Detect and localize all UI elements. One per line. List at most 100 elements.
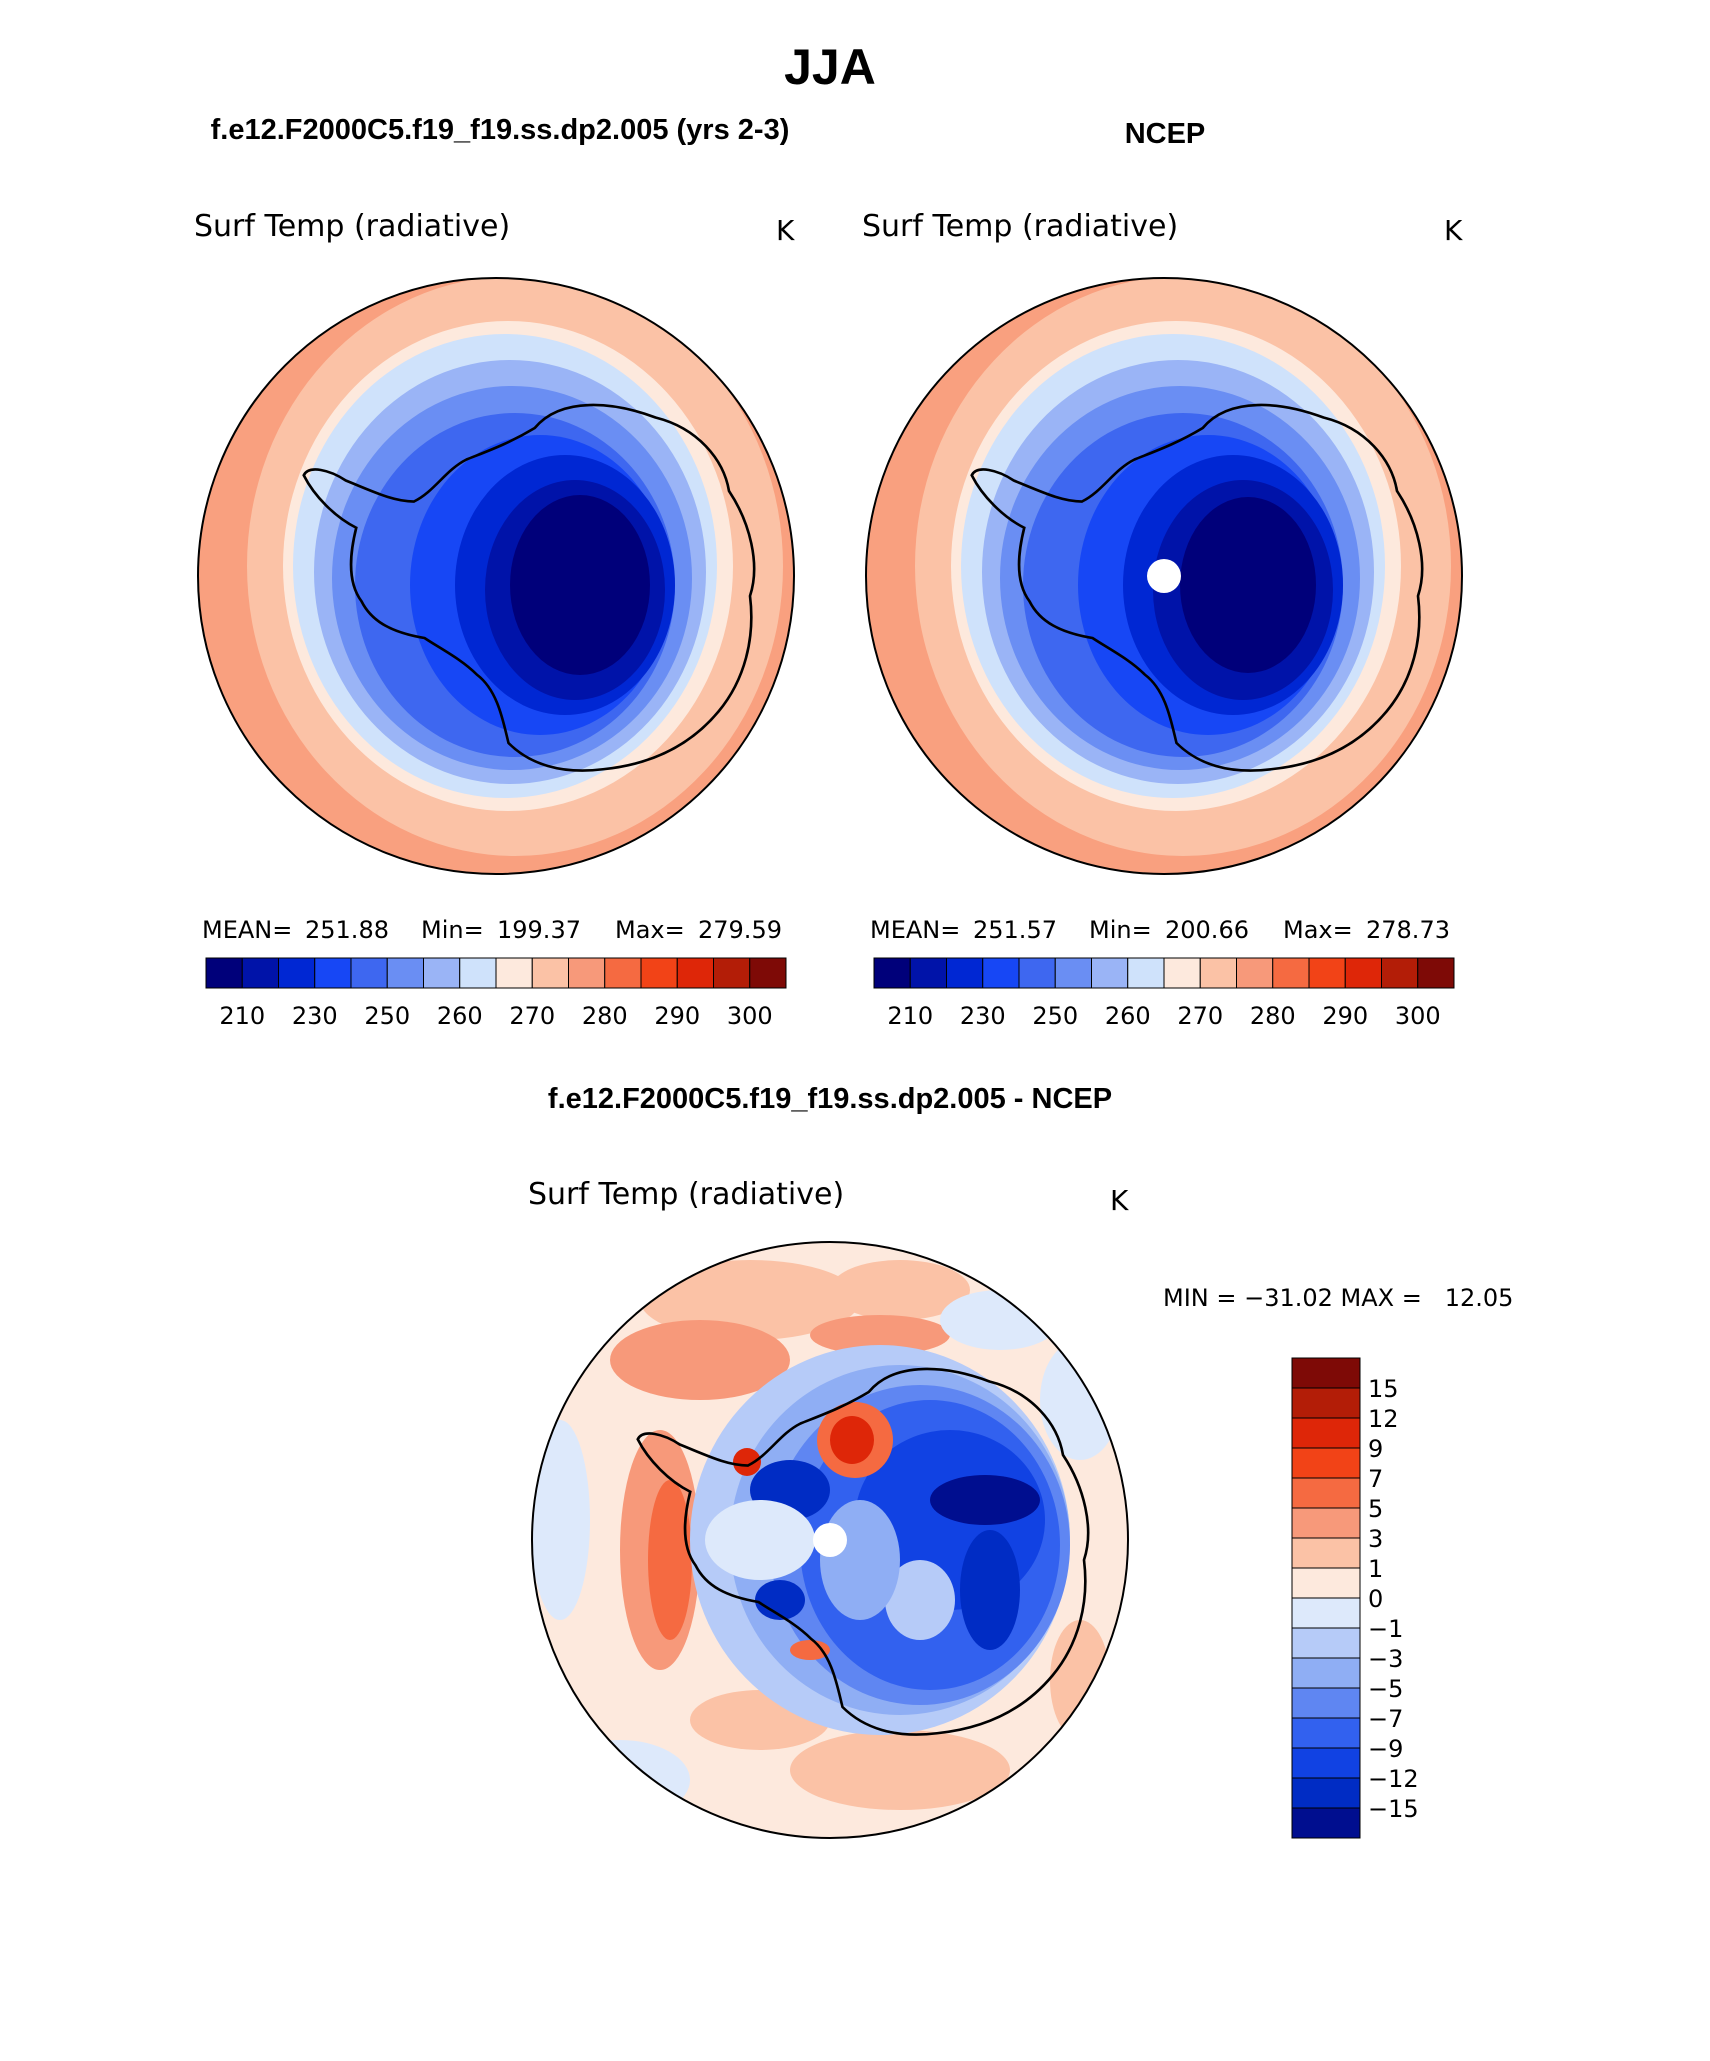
diff-colorbar-tick-label: −9: [1368, 1735, 1403, 1763]
model-colorbar-swatch: [568, 957, 606, 989]
obs-colorbar-swatch: [982, 957, 1020, 989]
diff-colorbar-tick-label: −5: [1368, 1675, 1403, 1703]
obs-colorbar-tick-label: 250: [1032, 1002, 1078, 1030]
diff-colorbar-swatch: [1291, 1597, 1361, 1629]
diff-colorbar-tick-label: −1: [1368, 1615, 1403, 1643]
diff-pole-hole: [813, 1523, 847, 1557]
diff-colorbar-swatch: [1291, 1747, 1361, 1779]
obs-colorbar-swatch: [873, 957, 911, 989]
obs-colorbar-swatch: [1381, 957, 1419, 989]
model-colorbar-swatch: [713, 957, 751, 989]
obs-colorbar-swatch: [1308, 957, 1346, 989]
diff-colorbar-tick-label: 12: [1368, 1405, 1399, 1433]
obs-colorbar-tick-label: 280: [1250, 1002, 1296, 1030]
obs-colorbar-swatch: [1163, 957, 1201, 989]
diff-variable-label: Surf Temp (radiative): [528, 1177, 844, 1212]
diff-units-label: K: [1110, 1184, 1129, 1217]
model-colorbar-tick-label: 230: [292, 1002, 338, 1030]
model-min-label: Min=: [421, 916, 484, 944]
obs-colorbar-tick-label: 210: [887, 1002, 933, 1030]
model-colorbar-swatch: [676, 957, 714, 989]
model-colorbar-swatch: [459, 957, 497, 989]
obs-colorbar-tick-label: 290: [1322, 1002, 1368, 1030]
diff-colorbar-swatch: [1291, 1717, 1361, 1749]
model-colorbar-swatch: [241, 957, 279, 989]
diff-colorbar-swatch: [1291, 1627, 1361, 1659]
model-panel: Surf Temp (radiative) K MEAN= 251.88 Min…: [194, 209, 795, 1030]
diff-colorbar-swatch: [1291, 1417, 1361, 1449]
model-colorbar-swatch: [350, 957, 388, 989]
model-colorbar: 210 230 250 260 270 280 290 300: [205, 957, 787, 1030]
diff-colorbar-swatch: [1291, 1387, 1361, 1419]
model-map-border: [197, 277, 795, 875]
obs-colorbar-swatch: [1272, 957, 1310, 989]
diff-colorbar-swatch: [1291, 1567, 1361, 1599]
obs-colorbar-tick-label: 300: [1395, 1002, 1441, 1030]
obs-map: [866, 278, 1462, 874]
diff-panel: f.e12.F2000C5.f19_f19.ss.dp2.005 - NCEP …: [528, 1083, 1513, 1839]
diff-colorbar-tick-label: 0: [1368, 1585, 1383, 1613]
diff-colorbar-tick-label: 3: [1368, 1525, 1383, 1553]
model-colorbar-tick-label: 290: [654, 1002, 700, 1030]
model-colorbar-tick-label: 210: [219, 1002, 265, 1030]
diff-colorbar-tick-label: 9: [1368, 1435, 1383, 1463]
model-colorbar-swatch: [495, 957, 533, 989]
model-colorbar-tick-label: 280: [582, 1002, 628, 1030]
model-colorbar-swatch: [386, 957, 424, 989]
diff-colorbar-swatch: [1291, 1777, 1361, 1809]
model-colorbar-swatch: [604, 957, 642, 989]
figure-title: JJA: [784, 39, 876, 95]
model-colorbar-swatch: [314, 957, 352, 989]
obs-colorbar-swatch: [909, 957, 947, 989]
diff-colorbar-swatch: [1291, 1537, 1361, 1569]
obs-units-label: K: [1444, 214, 1463, 247]
obs-mean-value: 251.57: [973, 916, 1057, 944]
model-colorbar-swatch: [531, 957, 569, 989]
model-mean-label: MEAN=: [202, 916, 292, 944]
obs-colorbar-swatch: [1091, 957, 1129, 989]
model-colorbar-tick-label: 300: [727, 1002, 773, 1030]
obs-colorbar-tick-label: 260: [1105, 1002, 1151, 1030]
diff-colorbar-swatch: [1291, 1687, 1361, 1719]
diff-colorbar-tick-label: 15: [1368, 1375, 1399, 1403]
model-max-label: Max=: [615, 916, 685, 944]
model-colorbar-tick-label: 260: [437, 1002, 483, 1030]
obs-colorbar-swatch: [946, 957, 984, 989]
diff-colorbar-swatch: [1291, 1357, 1361, 1389]
obs-panel: Surf Temp (radiative) K MEAN= 251.57 Min…: [862, 209, 1463, 1030]
obs-colorbar: 210 230 250 260 270 280 290 300: [873, 957, 1455, 1030]
model-colorbar-tick-label: 250: [364, 1002, 410, 1030]
diff-minmax-label: MIN = −31.02 MAX = 12.05: [1163, 1284, 1513, 1312]
obs-colorbar-swatch: [1417, 957, 1455, 989]
model-variable-label: Surf Temp (radiative): [194, 209, 510, 244]
model-mean-value: 251.88: [305, 916, 389, 944]
model-max-value: 279.59: [698, 916, 782, 944]
model-min-value: 199.37: [497, 916, 581, 944]
diff-colorbar-swatch: [1291, 1657, 1361, 1689]
obs-min-value: 200.66: [1165, 916, 1249, 944]
obs-max-value: 278.73: [1366, 916, 1450, 944]
diff-colorbar-swatch: [1291, 1807, 1361, 1839]
model-colorbar-swatch: [278, 957, 316, 989]
diff-title: f.e12.F2000C5.f19_f19.ss.dp2.005 - NCEP: [548, 1083, 1112, 1115]
diff-colorbar-tick-label: −3: [1368, 1645, 1403, 1673]
model-map: [198, 278, 794, 874]
obs-colorbar-swatch: [1127, 957, 1165, 989]
model-colorbar-tick-label: 270: [509, 1002, 555, 1030]
diff-colorbar-tick-label: −7: [1368, 1705, 1403, 1733]
obs-pole-hole: [1147, 559, 1181, 593]
diff-colorbar-swatch: [1291, 1507, 1361, 1539]
obs-colorbar-tick-label: 230: [960, 1002, 1006, 1030]
diff-colorbar-swatch: [1291, 1477, 1361, 1509]
obs-map-border: [865, 277, 1463, 875]
diff-colorbar-tick-label: 5: [1368, 1495, 1383, 1523]
diff-colorbar-tick-label: 1: [1368, 1555, 1383, 1583]
diff-colorbar-tick-label: −12: [1368, 1765, 1419, 1793]
diff-colorbar-swatch: [1291, 1447, 1361, 1479]
model-colorbar-swatch: [749, 957, 787, 989]
obs-colorbar-swatch: [1236, 957, 1274, 989]
model-units-label: K: [776, 214, 795, 247]
diff-colorbar-tick-label: 7: [1368, 1465, 1383, 1493]
